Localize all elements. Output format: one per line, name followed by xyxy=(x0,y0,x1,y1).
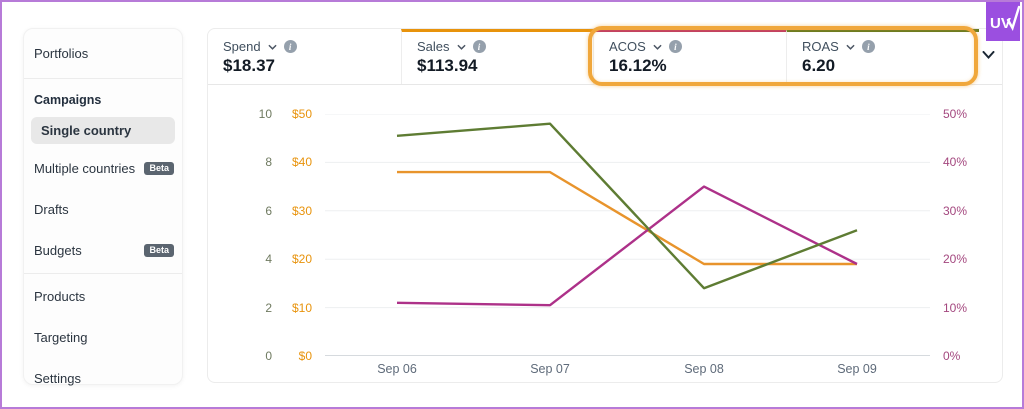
axis-tick-label: 20% xyxy=(943,252,968,267)
sidebar-item-label: Products xyxy=(34,289,86,304)
sidebar-item-history[interactable]: History xyxy=(24,399,182,407)
sidebar-item-products[interactable]: Products xyxy=(24,276,182,317)
x-axis-label: Sep 09 xyxy=(837,362,877,376)
axis-tick-label: 50% xyxy=(943,107,968,121)
axis-tick-label: 40% xyxy=(943,155,968,170)
y-axis-sales-ticks: $0 $10 $20 $30 $40 $50 xyxy=(267,29,312,382)
sidebar-item-targeting[interactable]: Targeting xyxy=(24,317,182,358)
sidebar-item-label: Single country xyxy=(41,123,132,138)
axis-tick-label: 6 xyxy=(265,203,272,218)
collapse-metrics-chevron-down-icon[interactable] xyxy=(982,51,995,59)
metric-label: Spend xyxy=(223,39,261,54)
axis-tick-label: $0 xyxy=(298,349,312,363)
sidebar-item-portfolios[interactable]: Portfolios xyxy=(24,31,182,76)
sidebar-item-label: Multiple countries xyxy=(34,161,136,176)
axis-tick-label: $20 xyxy=(291,252,312,267)
info-icon[interactable]: i xyxy=(861,40,875,53)
x-axis-label: Sep 06 xyxy=(377,362,417,376)
line-chart-plot-area xyxy=(325,114,930,356)
x-axis-label: Sep 07 xyxy=(530,362,570,376)
axis-tick-label: 0% xyxy=(943,349,961,363)
chevron-down-icon[interactable] xyxy=(267,44,277,50)
sidebar-divider xyxy=(24,78,182,79)
y-axis-acos-ticks: 0% 10% 20% 30% 40% 50% xyxy=(943,29,988,382)
chevron-down-icon[interactable] xyxy=(456,44,466,50)
series-acos-line xyxy=(396,185,858,307)
series-roas-line xyxy=(396,122,858,290)
axis-tick-label: 10% xyxy=(943,300,968,315)
metrics-row: Spend i $18.37 Sales i $113.94 ACOS i xyxy=(208,29,1002,85)
uv-logo-icon: UV xyxy=(990,5,1020,32)
beta-badge: Beta xyxy=(144,244,174,257)
metric-card-sales[interactable]: Sales i $113.94 xyxy=(401,29,593,84)
sidebar-item-drafts[interactable]: Drafts xyxy=(24,189,182,230)
sidebar-item-label: Drafts xyxy=(34,202,69,217)
axis-tick-label: 30% xyxy=(943,203,968,218)
sidebar-item-budgets[interactable]: Budgets Beta xyxy=(24,230,182,271)
info-icon[interactable]: i xyxy=(668,40,682,53)
chevron-down-icon[interactable] xyxy=(653,44,662,50)
metric-value: $113.94 xyxy=(417,56,478,75)
axis-tick-label: $30 xyxy=(291,203,312,218)
uv-logo-text: UV xyxy=(990,15,1011,32)
metric-value: 16.12% xyxy=(609,56,667,75)
axis-tick-label: 0 xyxy=(265,349,272,363)
metric-label: ROAS xyxy=(802,39,839,54)
metric-card-acos[interactable]: ACOS i 16.12% xyxy=(593,29,786,84)
metrics-spacer xyxy=(979,29,1002,84)
sidebar-item-label: Portfolios xyxy=(34,46,89,61)
sidebar-item-single-country[interactable]: Single country xyxy=(31,117,175,144)
x-axis-label: Sep 08 xyxy=(684,362,724,376)
y-axis-roas-ticks: 0 2 4 6 8 10 xyxy=(232,29,272,382)
info-icon[interactable]: i xyxy=(283,40,297,53)
chevron-down-icon[interactable] xyxy=(846,44,855,50)
sidebar-item-label: Targeting xyxy=(34,330,88,345)
axis-tick-label: 10 xyxy=(258,107,272,121)
metric-label: ACOS xyxy=(609,39,646,54)
metric-value: $18.37 xyxy=(223,56,275,75)
series-sales-line xyxy=(397,170,857,266)
beta-badge: Beta xyxy=(144,162,174,175)
x-axis-labels: Sep 06 Sep 07 Sep 08 Sep 09 xyxy=(325,362,930,378)
sidebar-item-label: Settings xyxy=(34,371,81,386)
axis-tick-label: $40 xyxy=(291,155,312,170)
info-icon[interactable]: i xyxy=(472,40,486,53)
metric-label: Sales xyxy=(417,39,450,54)
uv-brand-logo: UV xyxy=(986,2,1020,41)
metrics-chart-panel: Spend i $18.37 Sales i $113.94 ACOS i xyxy=(207,26,1003,383)
sidebar-item-label: Budgets xyxy=(34,243,82,258)
sidebar-item-multiple-countries[interactable]: Multiple countries Beta xyxy=(24,148,182,189)
axis-tick-label: 2 xyxy=(265,300,272,315)
metric-card-roas[interactable]: ROAS i 6.20 xyxy=(786,29,979,84)
metric-value: 6.20 xyxy=(802,56,836,75)
axis-tick-label: 8 xyxy=(265,155,272,170)
axis-tick-label: 4 xyxy=(265,252,272,267)
sidebar-divider xyxy=(24,273,182,274)
axis-tick-label: $50 xyxy=(291,107,312,121)
metric-card-spend[interactable]: Spend i $18.37 xyxy=(208,29,401,84)
sidebar-section-campaigns: Campaigns xyxy=(34,93,102,107)
axis-tick-label: $10 xyxy=(291,300,312,315)
sidebar: Portfolios Campaigns Single country Mult… xyxy=(23,28,183,386)
sidebar-item-settings[interactable]: Settings xyxy=(24,358,182,399)
